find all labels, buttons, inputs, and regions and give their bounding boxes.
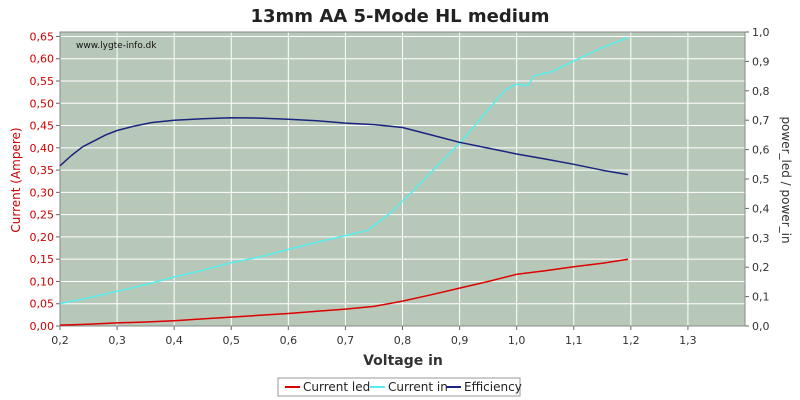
x-tick-label: 0,3 [108, 334, 126, 347]
y-right-tick-label: 0,9 [752, 55, 770, 68]
y-right-tick-label: 0,4 [752, 202, 770, 215]
y-left-tick-label: 0,25 [30, 209, 55, 222]
y-left-tick-label: 0,40 [30, 142, 55, 155]
y-left-tick-label: 0,35 [30, 164, 55, 177]
y-right-tick-label: 0,2 [752, 261, 770, 274]
x-tick-label: 0,2 [51, 334, 69, 347]
x-tick-label: 1,2 [622, 334, 640, 347]
y-left-tick-label: 0,00 [30, 320, 55, 333]
y-left-tick-label: 0,05 [30, 298, 55, 311]
x-axis-label: Voltage in [363, 353, 443, 369]
y-right-tick-label: 0,7 [752, 114, 770, 127]
legend-label-current-in: Current in [388, 380, 448, 394]
watermark: www.lygte-info.dk [76, 41, 157, 51]
x-tick-label: 0,8 [394, 334, 412, 347]
y-right-tick-label: 0,5 [752, 173, 770, 186]
y-left-tick-label: 0,55 [30, 75, 55, 88]
y-right-tick-label: 1,0 [752, 26, 770, 39]
axes: 0,2 0,3 0,4 0,5 0,6 0,7 0,8 0,9 1,0 1,1 1,2 1,30,00… [30, 26, 770, 347]
y-left-tick-label: 0,20 [30, 231, 55, 244]
x-tick-label: 0,7 [337, 334, 355, 347]
series-line-current-in [59, 36, 629, 305]
x-tick-label: 0,9 [451, 334, 469, 347]
x-tick-label: 0,5 [223, 334, 241, 347]
x-tick-label: 0,6 [280, 334, 298, 347]
x-tick-label: 1,3 [679, 334, 697, 347]
x-tick-label: 0,4 [165, 334, 183, 347]
y-right-tick-label: 0,0 [752, 320, 770, 333]
y-left-tick-label: 0,50 [30, 97, 55, 110]
legend: Current led Current in Efficiency [277, 377, 522, 397]
chart-title: 13mm AA 5-Mode HL medium [251, 6, 550, 27]
plot-frame [59, 31, 746, 327]
y-right-tick-label: 0,8 [752, 85, 770, 98]
y-left-tick-label: 0,65 [30, 30, 55, 43]
y-left-tick-label: 0,10 [30, 275, 55, 288]
legend-label-current-led: Current led [303, 380, 370, 394]
series-lines [59, 36, 629, 326]
x-tick-label: 1,0 [508, 334, 526, 347]
x-tick-label: 1,1 [565, 334, 583, 347]
y-left-tick-label: 0,15 [30, 253, 55, 266]
y-right-tick-label: 0,6 [752, 144, 770, 157]
y-left-tick-label: 0,60 [30, 53, 55, 66]
y-left-tick-label: 0,45 [30, 120, 55, 133]
legend-box [277, 377, 521, 397]
y-axis-label-right: power_led / power_in [779, 116, 793, 243]
y-right-tick-label: 0,3 [752, 232, 770, 245]
series-line-current-led [59, 258, 629, 326]
y-right-tick-label: 0,1 [752, 291, 770, 304]
legend-label-efficiency: Efficiency [464, 380, 522, 394]
grid [59, 32, 745, 327]
series-line-efficiency [59, 117, 629, 176]
y-axis-label-left: Current (Ampere) [9, 127, 23, 232]
y-left-tick-label: 0,30 [30, 186, 55, 199]
